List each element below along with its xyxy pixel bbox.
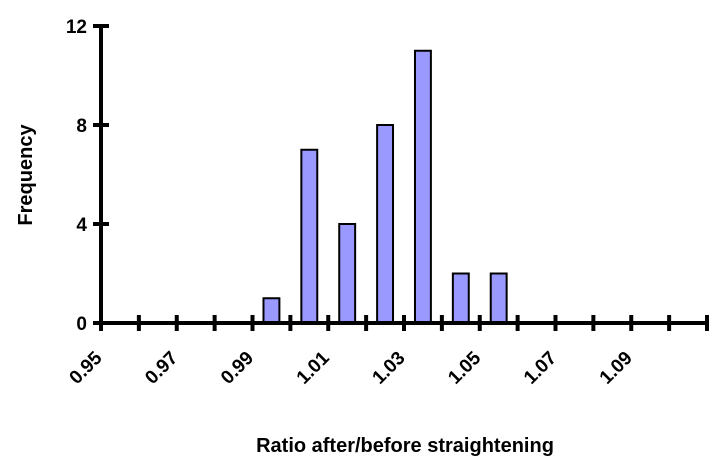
x-tick-label: 0.95 [66,347,107,388]
y-ticks-group: 0 4 8 12 [66,17,109,335]
histogram-bar [262,297,281,324]
histogram-bar [489,272,508,324]
y-tick-label: 8 [76,116,87,137]
histogram-bar [376,124,395,324]
histogram-bar [300,148,319,324]
y-tick-label: 12 [66,17,87,38]
x-tick-label: 1.07 [520,348,561,389]
y-axis-title: Frequency [15,124,37,226]
x-tick-label: 0.97 [141,348,182,389]
x-tick-label: 0.99 [217,348,258,389]
axes-group [99,24,707,325]
bars-group [262,49,508,324]
x-tick-label: 1.03 [369,348,410,389]
x-tick-label: 1.09 [596,348,637,389]
x-axis-title: Ratio after/before straightening [256,435,554,457]
histogram-bar [338,223,357,324]
x-ticks-group: 0.95 0.97 0.99 1.01 1.03 1.05 1.07 1.09 [66,315,709,389]
x-tick-label: 1.05 [444,347,485,388]
y-tick-label: 0 [76,314,87,335]
histogram-bar [413,49,432,324]
histogram-bar [451,272,470,324]
x-tick-label: 1.01 [293,347,334,388]
y-tick-label: 4 [76,215,87,236]
